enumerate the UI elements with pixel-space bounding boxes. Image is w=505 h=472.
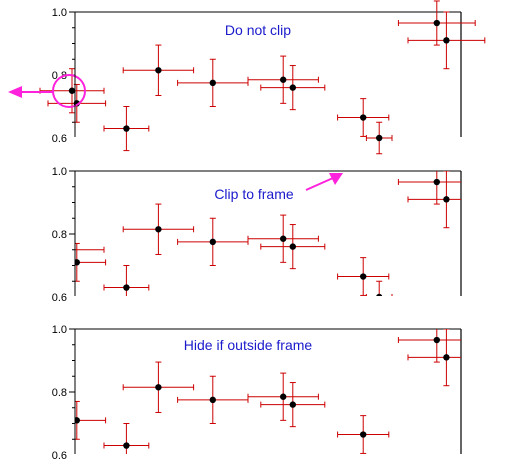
data-point [337,415,390,454]
point-marker [123,125,130,132]
data-point [177,217,249,266]
outside-point-highlight [8,74,86,108]
data-point [407,329,461,387]
point-marker [123,442,130,449]
data-point [397,329,461,363]
panel-3-title: Hide if outside frame [184,337,313,353]
panel-1-title: Do not clip [225,22,291,38]
data-point [177,375,249,424]
data-point [365,121,393,155]
y-tick-label: 1.0 [52,7,67,19]
data-point [260,382,326,428]
point-marker [155,384,162,391]
data-point [177,58,249,107]
point-marker [443,196,450,203]
panel-do-not-clip: 1.0 0.8 0.6 Do not clip [8,0,486,155]
panel-3-marks [75,329,461,454]
point-marker [376,293,383,296]
point-marker [433,178,440,186]
panel-clip-to-frame: 1.0 0.8 0.6 Clip to frame [52,166,462,304]
point-marker [209,79,216,87]
y-tick-label: 0.6 [52,133,67,145]
point-marker [433,336,440,344]
panel-1-marks [39,0,486,155]
data-point [122,361,195,413]
data-point [337,257,390,296]
data-point [103,106,150,152]
left-arrow-icon [8,86,22,98]
point-marker [289,401,296,408]
data-point [103,265,150,296]
point-marker [289,84,296,91]
y-tick-label: 0.8 [52,387,67,399]
up-right-arrow-icon [329,173,343,185]
data-point [365,280,393,296]
panel-2-marks [75,171,461,296]
data-point [103,423,150,454]
data-point [337,98,390,137]
point-marker [280,393,287,400]
data-point [260,65,326,111]
point-marker [209,238,216,246]
panel-2-axes: 1.0 0.8 0.6 [52,166,462,304]
data-point [247,214,319,263]
y-tick-label: 0.8 [52,229,67,241]
data-point [260,224,326,270]
y-tick-label: 1.0 [52,324,67,336]
point-marker [360,114,367,121]
data-point [247,372,319,421]
data-point [122,44,195,96]
point-marker [280,235,287,242]
y-tick-label: 0.6 [52,450,67,462]
panel-hide-if-outside-frame: 1.0 0.8 0.6 Hide if outside frame [52,324,462,462]
panel-2-title: Clip to frame [214,186,294,202]
point-marker [75,259,80,266]
arrow-shaft [305,177,334,191]
point-marker [68,87,76,94]
point-marker [376,134,383,142]
data-point [75,242,107,282]
point-marker [443,354,450,361]
point-marker [289,243,296,250]
data-point [247,55,319,104]
y-tick-label: 0.8 [52,70,67,82]
point-marker [75,417,80,424]
data-point [75,400,107,440]
point-marker [360,431,367,438]
y-tick-label: 1.0 [52,166,67,178]
point-marker [443,37,450,44]
data-point [407,11,486,70]
data-point [397,171,461,205]
point-marker [123,284,130,291]
point-marker [280,76,287,83]
point-marker [155,226,162,233]
data-point [47,83,107,123]
data-point [407,171,461,229]
y-tick-label: 0.6 [52,292,67,304]
point-marker [433,19,440,27]
data-point [122,203,195,255]
point-marker [360,273,367,280]
panel-1-axes: 1.0 0.8 0.6 [52,7,462,145]
data-point [39,68,105,114]
data-point [397,0,476,46]
frame-edge-pointer [305,173,343,191]
point-marker [155,67,162,74]
point-marker [209,396,216,404]
